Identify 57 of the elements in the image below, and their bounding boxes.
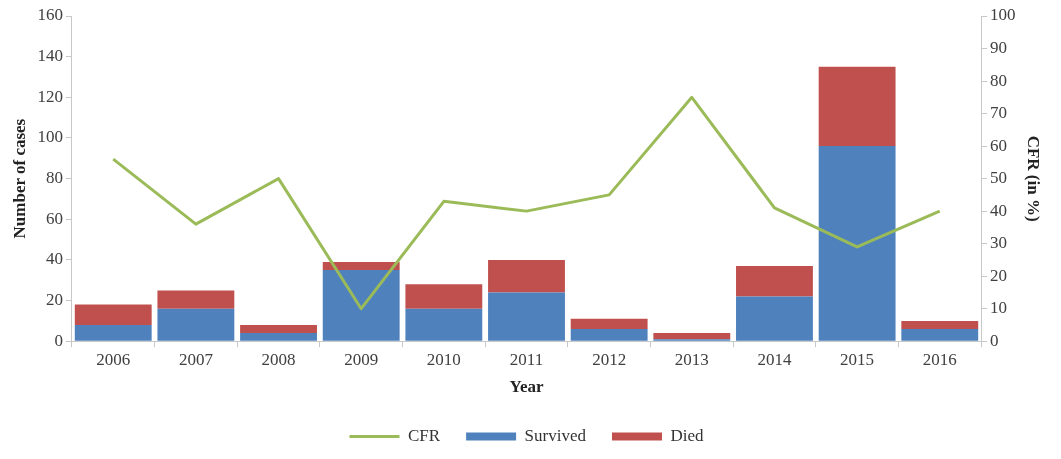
y-tick-label: 0	[54, 330, 63, 350]
bar	[570, 329, 648, 341]
bar	[818, 66, 896, 147]
bar	[322, 270, 400, 341]
y2-tick-label: 40	[990, 200, 1008, 220]
bar	[570, 318, 648, 330]
y2-tick-label: 60	[990, 135, 1008, 155]
y-tick-label: 20	[45, 290, 63, 310]
bar	[240, 324, 317, 334]
legend-label: Survived	[524, 425, 587, 445]
y-tick-label: 100	[37, 127, 63, 147]
x-tick-label: 2009	[344, 349, 379, 369]
bar	[74, 304, 152, 325]
legend-label: CFR	[407, 425, 441, 445]
y-tick-label: 120	[37, 86, 63, 106]
bar	[488, 292, 565, 341]
bar	[74, 324, 152, 341]
y2-tick-label: 50	[990, 168, 1008, 188]
x-tick-label: 2011	[509, 349, 544, 369]
y2-tick-label: 30	[990, 233, 1008, 253]
x-tick-label: 2015	[840, 349, 875, 369]
bar	[736, 266, 813, 297]
y2-tick-label: 80	[990, 70, 1008, 90]
bar	[736, 296, 813, 341]
bar	[240, 333, 317, 341]
y-tick-label: 80	[45, 168, 63, 188]
bar	[157, 308, 235, 341]
y-tick-label: 140	[37, 46, 63, 66]
y2-tick-label: 10	[990, 298, 1008, 318]
x-tick-label: 2013	[674, 349, 709, 369]
x-tick-label: 2014	[757, 349, 792, 369]
x-tick-label: 2008	[261, 349, 296, 369]
x-tick-label: 2016	[922, 349, 957, 369]
x-tick-label: 2010	[426, 349, 461, 369]
legend-label: Died	[670, 425, 705, 445]
bar	[405, 308, 483, 341]
x-axis-title: Year	[509, 377, 544, 397]
y-axis-title: Number of cases	[9, 118, 29, 239]
x-tick-label: 2007	[178, 349, 214, 369]
y2-tick-label: 20	[990, 265, 1008, 285]
y2-axis-title: CFR (in %)	[1024, 135, 1044, 222]
x-tick-label: 2012	[592, 349, 627, 369]
y-tick-label: 60	[45, 208, 63, 228]
y-tick-label: 160	[37, 5, 63, 25]
bar	[818, 146, 896, 341]
bar	[901, 320, 979, 330]
y2-tick-label: 0	[990, 330, 999, 350]
y2-tick-label: 90	[990, 37, 1008, 57]
bar	[157, 290, 235, 309]
y-tick-label: 40	[45, 249, 63, 269]
y2-tick-label: 100	[990, 5, 1016, 25]
bar	[405, 284, 483, 309]
bar	[653, 333, 731, 340]
y2-tick-label: 70	[990, 103, 1008, 123]
bar	[488, 259, 565, 293]
x-tick-label: 2006	[96, 349, 131, 369]
bar	[901, 329, 979, 341]
